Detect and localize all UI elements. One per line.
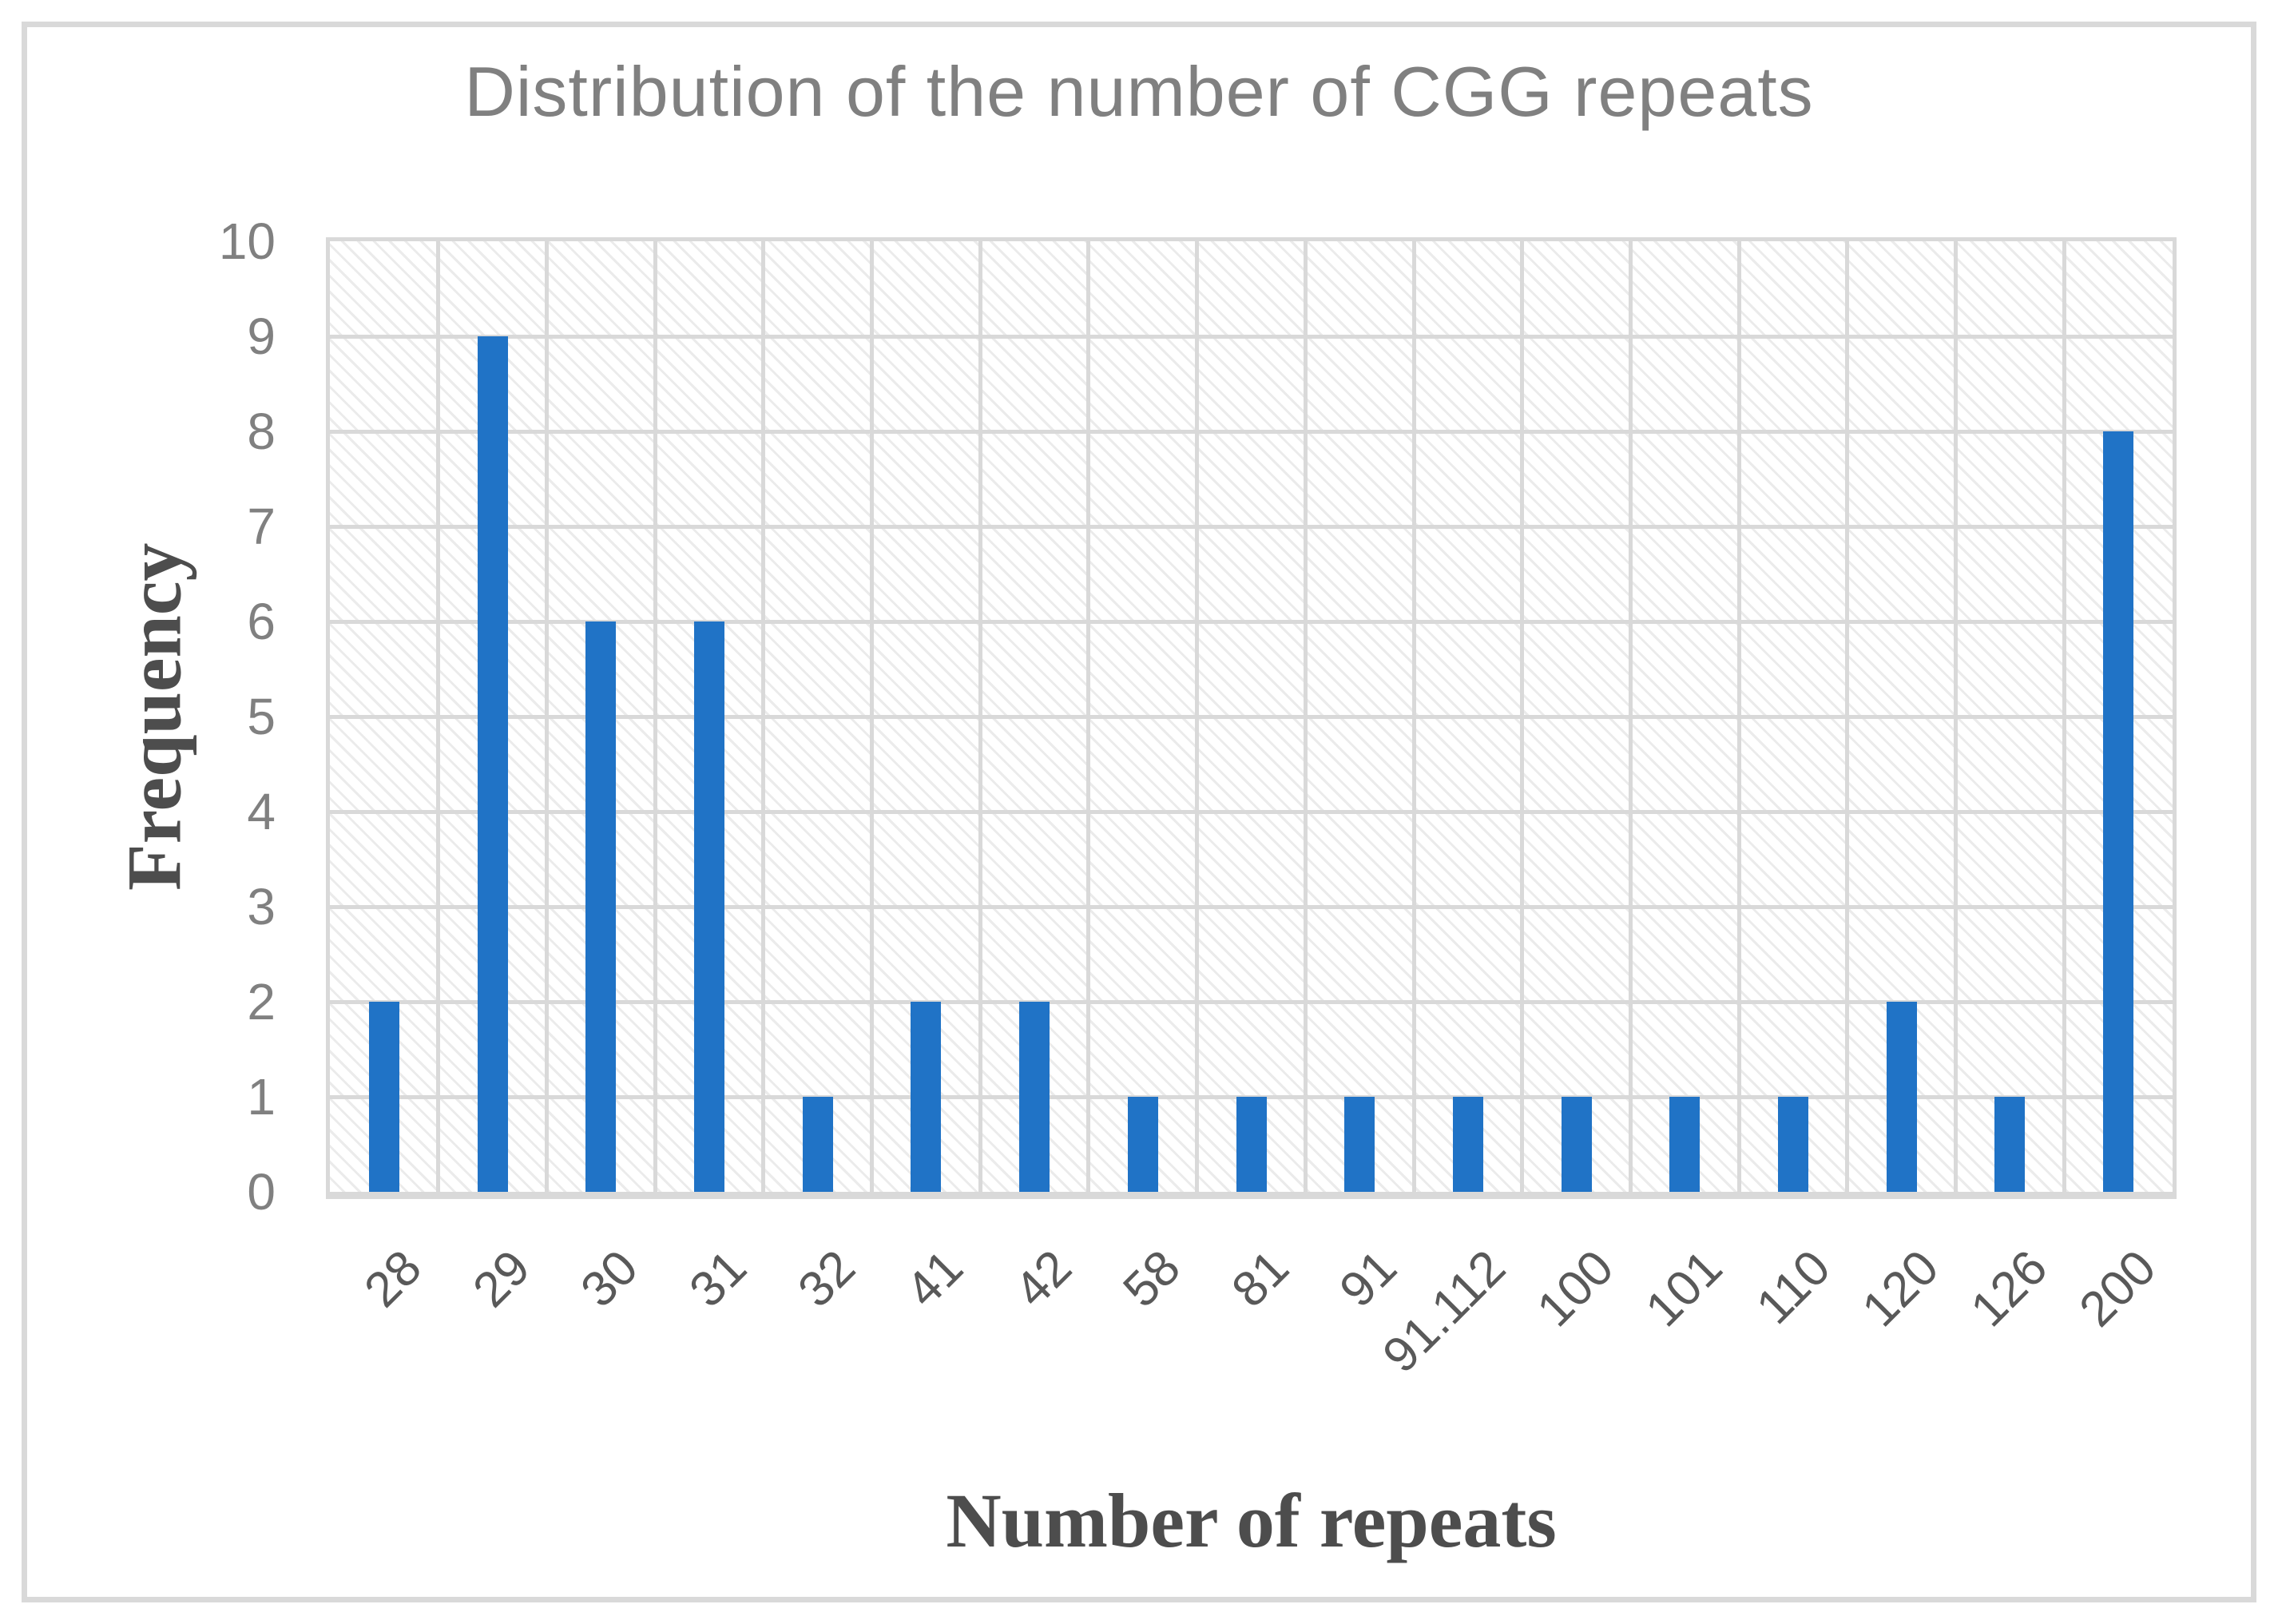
y-tick-label: 10 xyxy=(218,212,276,270)
bar xyxy=(1344,1097,1375,1192)
gridline-vertical xyxy=(2062,241,2066,1192)
x-tick-label: 100 xyxy=(1526,1240,1625,1338)
x-tick-label: 101 xyxy=(1635,1240,1733,1338)
gridline-vertical xyxy=(1954,241,1959,1192)
x-tick-label: 120 xyxy=(1851,1240,1950,1338)
bar xyxy=(2103,431,2134,1192)
gridline-vertical xyxy=(1628,241,1633,1192)
y-tick-label: 8 xyxy=(247,403,276,460)
x-axis-title: Number of repeats xyxy=(946,1478,1557,1563)
bar xyxy=(1669,1097,1701,1192)
gridline-vertical xyxy=(1411,241,1416,1192)
x-tick-label: 32 xyxy=(788,1240,866,1318)
bar xyxy=(1236,1097,1267,1192)
y-tick-label: 6 xyxy=(247,593,276,650)
x-tick-label: 30 xyxy=(570,1240,649,1318)
bar xyxy=(1778,1097,1809,1192)
x-tick-label: 29 xyxy=(462,1240,541,1318)
y-tick-label: 7 xyxy=(247,498,276,555)
chart-title: Distribution of the number of CGG repeat… xyxy=(464,52,1814,131)
bar xyxy=(1019,1002,1050,1192)
bar xyxy=(911,1002,942,1192)
bar xyxy=(368,1002,399,1192)
plot-area xyxy=(326,237,2177,1199)
bar xyxy=(1127,1097,1158,1192)
bar xyxy=(1561,1097,1592,1192)
gridline-vertical xyxy=(1195,241,1200,1192)
gridline-horizontal xyxy=(330,334,2173,339)
gridline-vertical xyxy=(1086,241,1091,1192)
x-tick-label: 110 xyxy=(1746,1240,1841,1335)
gridline-horizontal xyxy=(330,619,2173,624)
gridline-vertical xyxy=(436,241,441,1192)
x-tick-label: 31 xyxy=(679,1240,757,1318)
x-tick-label: 81 xyxy=(1220,1240,1300,1318)
x-tick-label: 28 xyxy=(354,1240,432,1318)
bar xyxy=(802,1097,833,1192)
x-tick-label: 42 xyxy=(1004,1240,1083,1318)
y-tick-label: 9 xyxy=(247,308,276,365)
y-tick-label: 2 xyxy=(247,973,276,1030)
x-tick-label: 41 xyxy=(895,1240,974,1318)
x-tick-label: 91.112 xyxy=(1372,1240,1516,1384)
bar xyxy=(693,621,724,1192)
y-tick-label: 0 xyxy=(247,1163,276,1221)
gridline-vertical xyxy=(1845,241,1850,1192)
gridline-horizontal xyxy=(330,429,2173,434)
x-tick-label: 91 xyxy=(1329,1240,1408,1318)
y-axis-ticks: 0 1 2 3 4 5 6 7 8 9 10 xyxy=(0,216,276,1248)
y-tick-label: 5 xyxy=(247,688,276,745)
y-tick-label: 4 xyxy=(247,783,276,840)
bar xyxy=(1886,1002,1917,1192)
gridline-horizontal xyxy=(330,714,2173,719)
chart-frame xyxy=(22,22,2256,1602)
y-tick-label: 3 xyxy=(247,878,276,935)
gridline-horizontal xyxy=(330,904,2173,909)
gridline-vertical xyxy=(1303,241,1308,1192)
gridline-horizontal xyxy=(330,809,2173,814)
bar xyxy=(585,621,617,1192)
x-tick-label: 58 xyxy=(1113,1240,1191,1318)
y-tick-label: 1 xyxy=(247,1068,276,1126)
gridline-horizontal xyxy=(330,524,2173,529)
gridline-vertical xyxy=(653,241,657,1192)
x-tick-label: 200 xyxy=(2069,1240,2167,1338)
x-tick-label: 126 xyxy=(1960,1240,2058,1338)
bar xyxy=(477,336,508,1192)
gridline-vertical xyxy=(1736,241,1741,1192)
gridline-vertical xyxy=(761,241,766,1192)
gridline-vertical xyxy=(870,241,875,1192)
bar xyxy=(1452,1097,1483,1192)
gridline-vertical xyxy=(544,241,549,1192)
bar xyxy=(1994,1097,2026,1192)
gridline-vertical xyxy=(1520,241,1525,1192)
gridline-horizontal xyxy=(330,999,2173,1004)
x-axis-ticks: 28 29 30 31 32 41 42 58 81 91 91.112 100 101 110 120 12… xyxy=(330,1202,2173,1466)
gridline-vertical xyxy=(978,241,982,1192)
